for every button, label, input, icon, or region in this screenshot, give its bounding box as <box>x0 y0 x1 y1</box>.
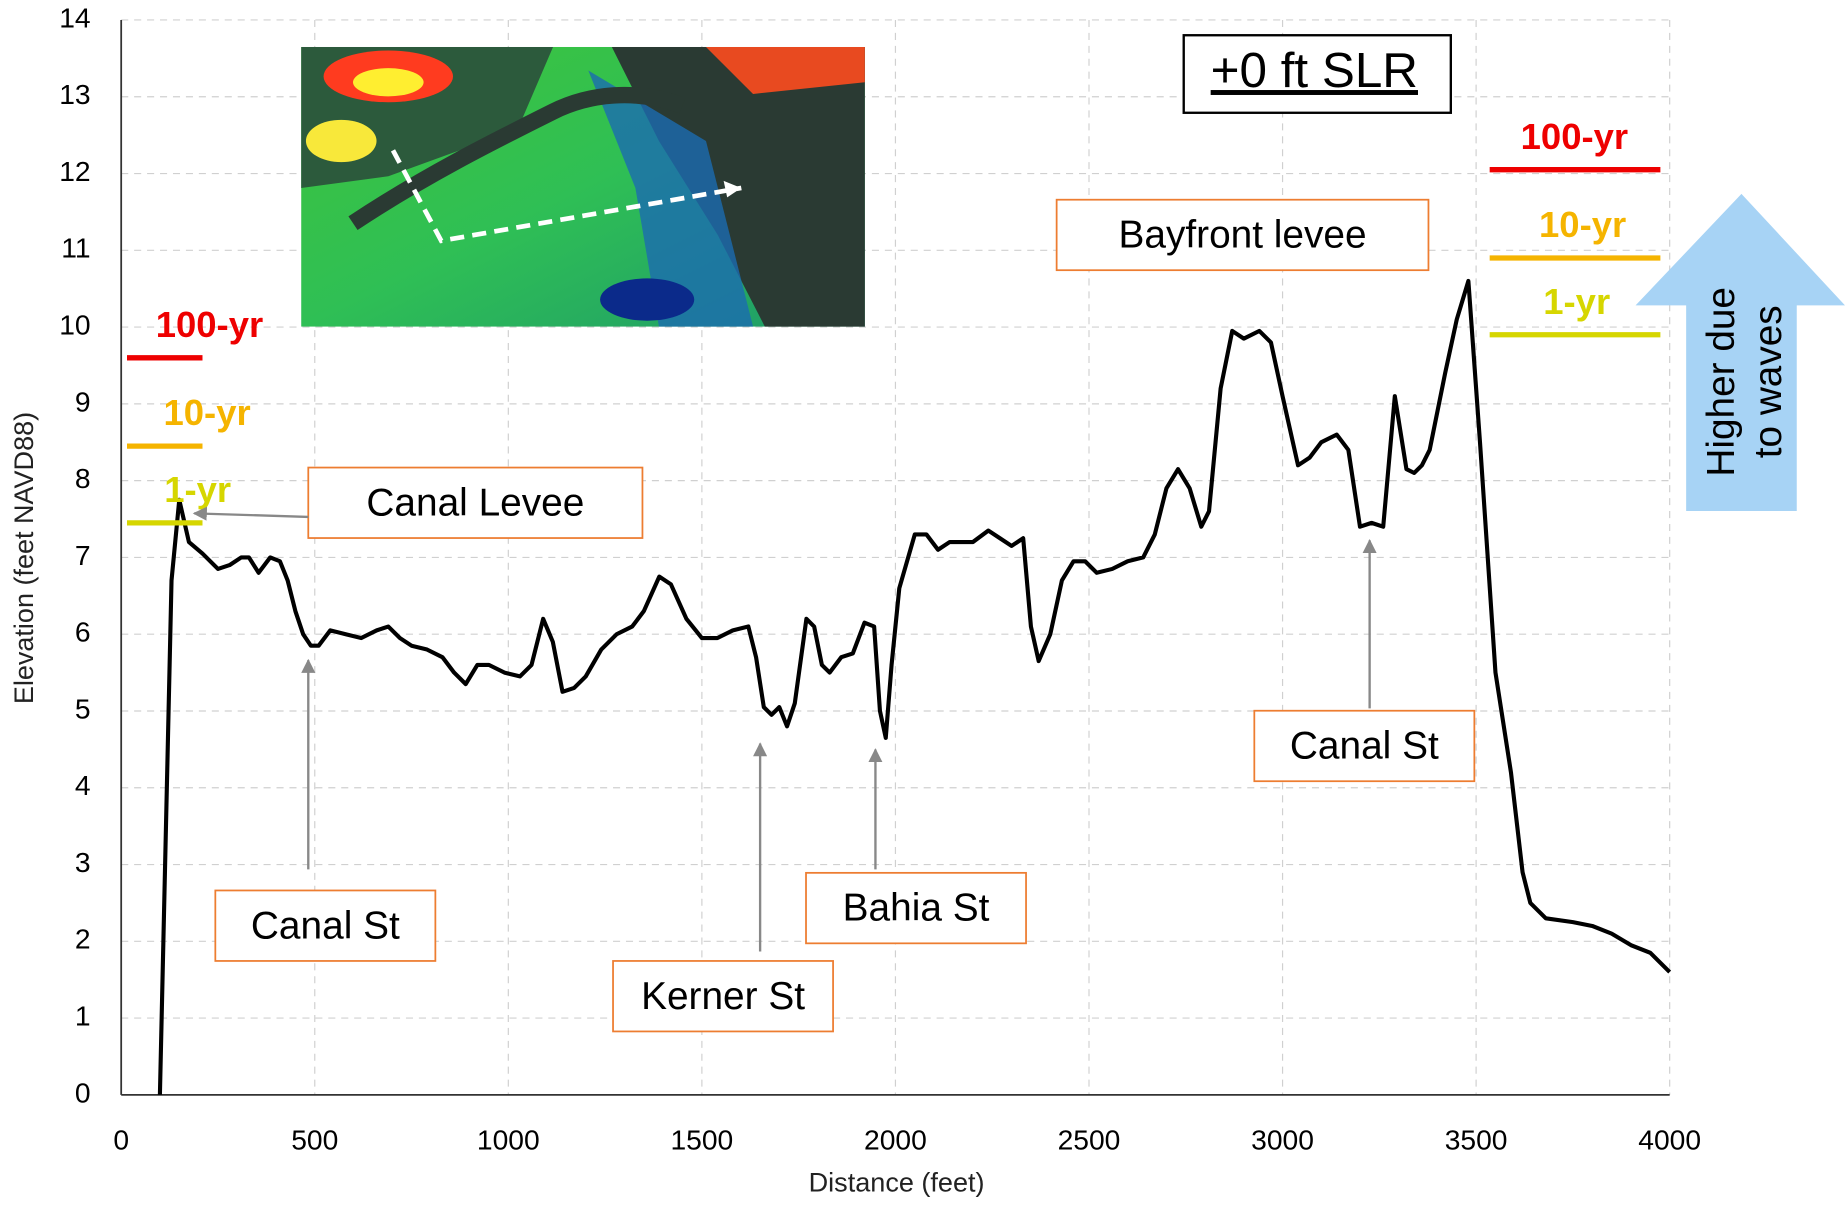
y-tick-label: 4 <box>75 769 91 801</box>
marks: 100-yr 10-yr 1-yr 100-yr 10-yr 1-yr <box>127 116 1672 1095</box>
y-tick-label: 13 <box>59 78 90 110</box>
annotation-label: Canal St <box>1290 725 1439 768</box>
y-axis-title: Elevation (feet NAVD88) <box>9 412 39 704</box>
y-tick-label: 2 <box>75 923 91 955</box>
y-tick-label: 6 <box>75 616 91 648</box>
x-tick-label: 0 <box>113 1123 129 1155</box>
y-tick-label: 5 <box>75 692 91 724</box>
axes <box>120 19 1670 1096</box>
y-tick-label: 10 <box>59 309 90 341</box>
x-tick-label: 2500 <box>1058 1123 1121 1155</box>
annotation-box <box>612 960 834 1033</box>
x-axis-title: Distance (feet) <box>809 1167 985 1197</box>
reference-label: 1-yr <box>1543 281 1610 322</box>
y-tick-label: 1 <box>75 1000 91 1032</box>
reference-label: 10-yr <box>164 392 251 433</box>
inset-map <box>301 46 865 327</box>
wave-note: Higher due <box>1700 287 1743 477</box>
y-tick-label: 7 <box>75 539 91 571</box>
annotation-label: Canal St <box>251 904 400 947</box>
x-tick-label: 4000 <box>1638 1123 1701 1155</box>
x-tick-label: 1000 <box>477 1123 540 1155</box>
y-tick-label: 14 <box>59 1 90 33</box>
reference-label: 100-yr <box>156 304 263 345</box>
y-tick-label: 0 <box>75 1076 91 1108</box>
x-tick-label: 1500 <box>670 1123 733 1155</box>
annotation-box <box>805 871 1027 945</box>
y-tick-label: 3 <box>75 846 91 878</box>
x-tick-label: 3500 <box>1445 1123 1508 1155</box>
annotation-box <box>1253 709 1476 783</box>
y-tick-label: 12 <box>59 155 90 187</box>
reference-label: 10-yr <box>1539 204 1626 245</box>
wave-note: to waves <box>1747 305 1790 458</box>
x-tick-label: 500 <box>291 1123 338 1155</box>
annotation-box <box>307 466 644 539</box>
profile-line <box>157 278 1672 1095</box>
scenario-label: +0 ft SLR <box>1211 43 1418 98</box>
x-tick-label: 3000 <box>1251 1123 1314 1155</box>
notes: +0 ft SLR Higher due to waves Canal Leve… <box>192 34 1845 1033</box>
y-tick-label: 8 <box>75 462 91 494</box>
annotation-label: Kerner St <box>641 975 805 1018</box>
reference-label: 1-yr <box>164 469 231 510</box>
y-tick-label: 9 <box>75 385 91 417</box>
annotation-arrow <box>192 506 309 521</box>
annotation-label: Bayfront levee <box>1118 214 1366 257</box>
y-tick-label: 11 <box>61 232 90 264</box>
annotation-box <box>1055 198 1430 272</box>
reference-label: 100-yr <box>1521 116 1628 157</box>
annotation-box <box>214 889 437 962</box>
annotation-label: Bahia St <box>843 887 990 930</box>
x-tick-label: 2000 <box>864 1123 927 1155</box>
annotation-label: Canal Levee <box>366 481 584 524</box>
